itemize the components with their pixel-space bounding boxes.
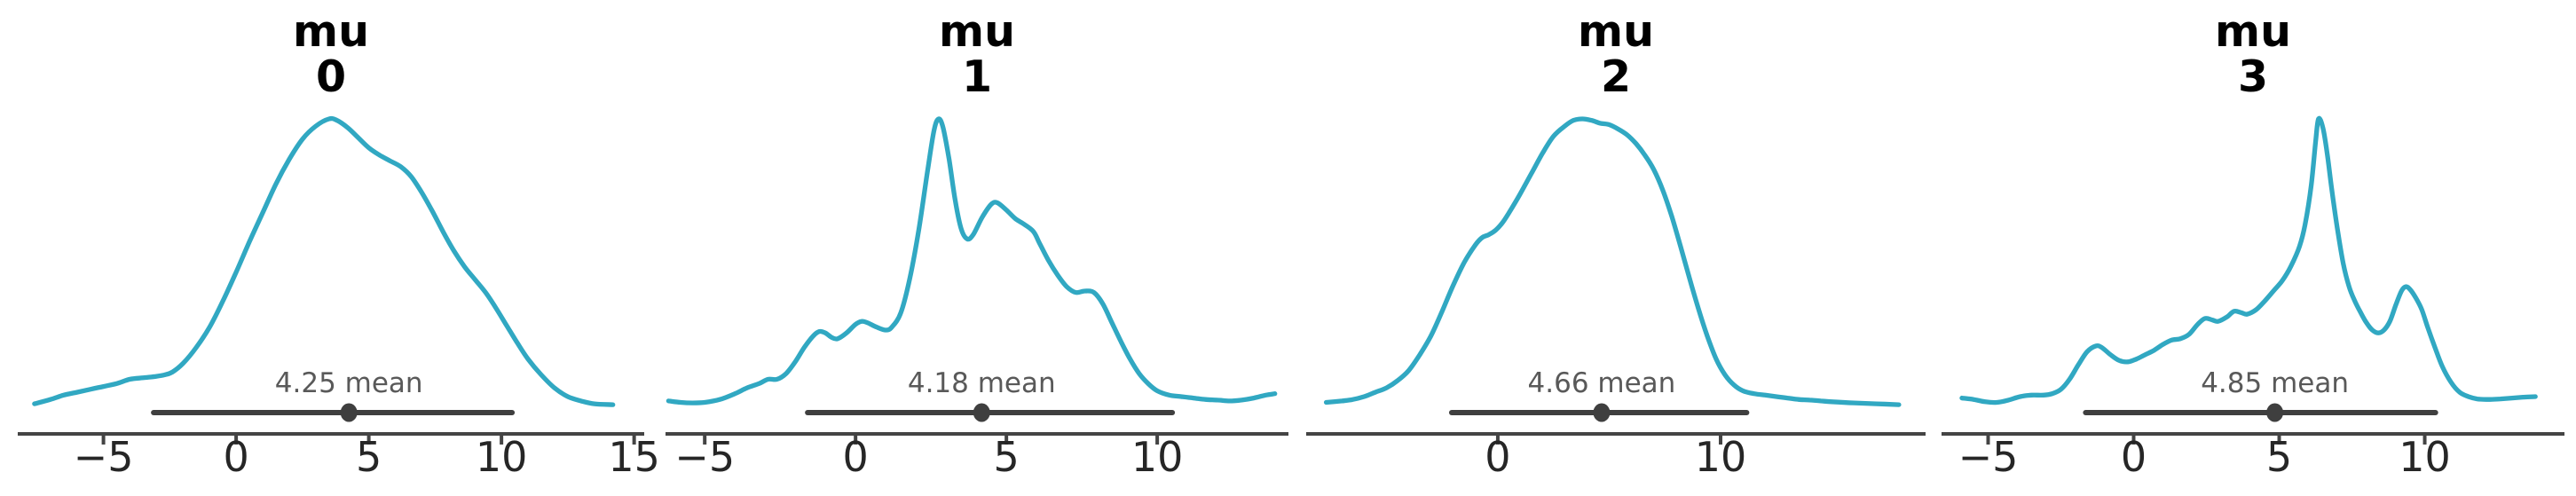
panel-title-line2: 3 [2238, 51, 2268, 102]
panel-title-line1: mu [939, 6, 1015, 57]
mean-point-marker [340, 403, 358, 422]
panel-title-line2: 1 [962, 51, 992, 102]
mean-point-marker [973, 403, 990, 422]
panel-title-line1: mu [1578, 6, 1654, 57]
panel-title-line1: mu [2215, 6, 2291, 57]
kde-curve-line [666, 116, 1278, 405]
mean-label: 4.66 mean [1528, 367, 1676, 399]
x-tick-label: 0 [1485, 433, 1510, 481]
posterior-panel: mu 2 0 10 4.66 mean [1288, 0, 1932, 496]
x-tick-label: 0 [223, 433, 248, 481]
mean-label: 4.25 mean [275, 367, 423, 399]
mean-label: 4.18 mean [908, 367, 1056, 399]
x-tick-label: 0 [843, 433, 869, 481]
x-tick-label: 10 [476, 433, 528, 481]
mean-point-marker [2266, 403, 2284, 422]
x-tick-label: −5 [1958, 433, 2019, 481]
panel-title-line2: 2 [1601, 51, 1631, 102]
x-tick-label: 10 [1695, 433, 1747, 481]
x-tick-label: 15 [608, 433, 660, 481]
x-tick-label: 5 [2266, 433, 2292, 481]
kde-curve-line [1959, 115, 2538, 405]
panel-title-line1: mu [293, 6, 369, 57]
x-tick-label: 0 [2121, 433, 2147, 481]
kde-plot: mu1 −5 0 5 10 4.18 mean [666, 6, 1288, 481]
panel-title-line2: 0 [316, 51, 346, 102]
x-tick-label: 5 [356, 433, 382, 481]
x-tick-label: 10 [1131, 433, 1184, 481]
mean-point-marker [1593, 403, 1611, 422]
mean-label: 4.85 mean [2201, 367, 2349, 399]
x-tick-label: 5 [994, 433, 1020, 481]
kde-plot: mu3 −5 0 5 10 4.85 mean [1942, 6, 2564, 481]
posterior-panel: mu 3 −5 0 5 10 4.85 mean [1932, 0, 2576, 496]
posterior-panel: mu 0 −5 0 5 10 15 4.25 mean [0, 0, 660, 496]
x-tick-label: −5 [74, 433, 134, 481]
kde-curve-line [1323, 116, 1902, 407]
x-tick-label: 10 [2399, 433, 2451, 481]
x-tick-label: −5 [674, 433, 735, 481]
kde-curve-line [32, 115, 616, 407]
kde-plot: mu2 0 10 4.66 mean [1306, 6, 1926, 481]
posterior-panel: mu 1 −5 0 5 10 4.18 mean [644, 0, 1288, 496]
kde-plot: mu0−5 0 5 10 154.25 mean [18, 6, 660, 481]
